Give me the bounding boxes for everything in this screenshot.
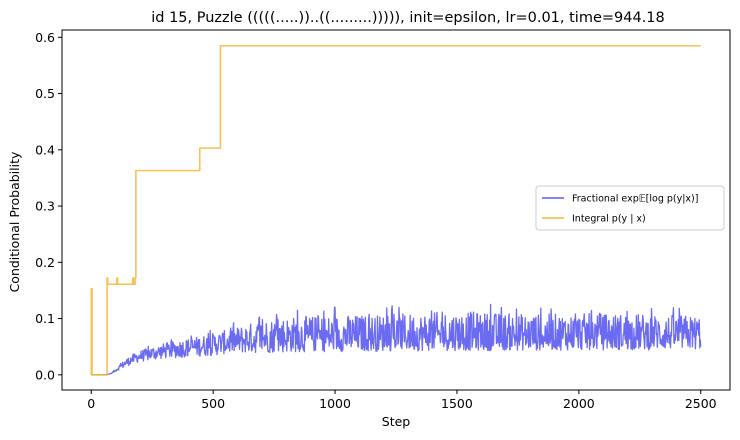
legend: Fractional exp𝔼[log p(y|x)] Integral p(y … xyxy=(535,185,725,231)
y-tick-label: 0.4 xyxy=(35,142,55,157)
x-tick-label: 0 xyxy=(87,396,95,411)
y-tick-label: 0.1 xyxy=(35,311,55,326)
plot-area xyxy=(90,44,702,376)
legend-box xyxy=(535,185,725,231)
x-tick-label: 2000 xyxy=(563,396,595,411)
x-tick-label: 1500 xyxy=(441,396,473,411)
x-tick-label: 500 xyxy=(201,396,225,411)
x-tick-label: 1000 xyxy=(319,396,351,411)
x-axis: 0 500 1000 1500 2000 2500 xyxy=(87,390,717,411)
series-line-1 xyxy=(91,303,702,376)
x-axis-title: Step xyxy=(382,414,411,429)
legend-label-2: Integral p(y | x) xyxy=(572,214,646,225)
y-tick-label: 0.3 xyxy=(35,199,55,214)
y-axis: 0.0 0.1 0.2 0.3 0.4 0.5 0.6 xyxy=(35,30,62,382)
y-axis-title: Conditional Probability xyxy=(7,151,22,292)
chart-title: id 15, Puzzle (((((.....))..((.........)… xyxy=(151,10,665,26)
y-tick-label: 0.2 xyxy=(35,255,55,270)
x-tick-label: 2500 xyxy=(685,396,717,411)
legend-label-1: Fractional exp𝔼[log p(y|x)] xyxy=(572,194,698,205)
series-line-2 xyxy=(90,44,701,376)
axes-frame xyxy=(61,29,731,391)
y-tick-label: 0.6 xyxy=(35,30,55,45)
y-tick-label: 0.5 xyxy=(35,86,55,101)
y-tick-label: 0.0 xyxy=(35,367,55,382)
